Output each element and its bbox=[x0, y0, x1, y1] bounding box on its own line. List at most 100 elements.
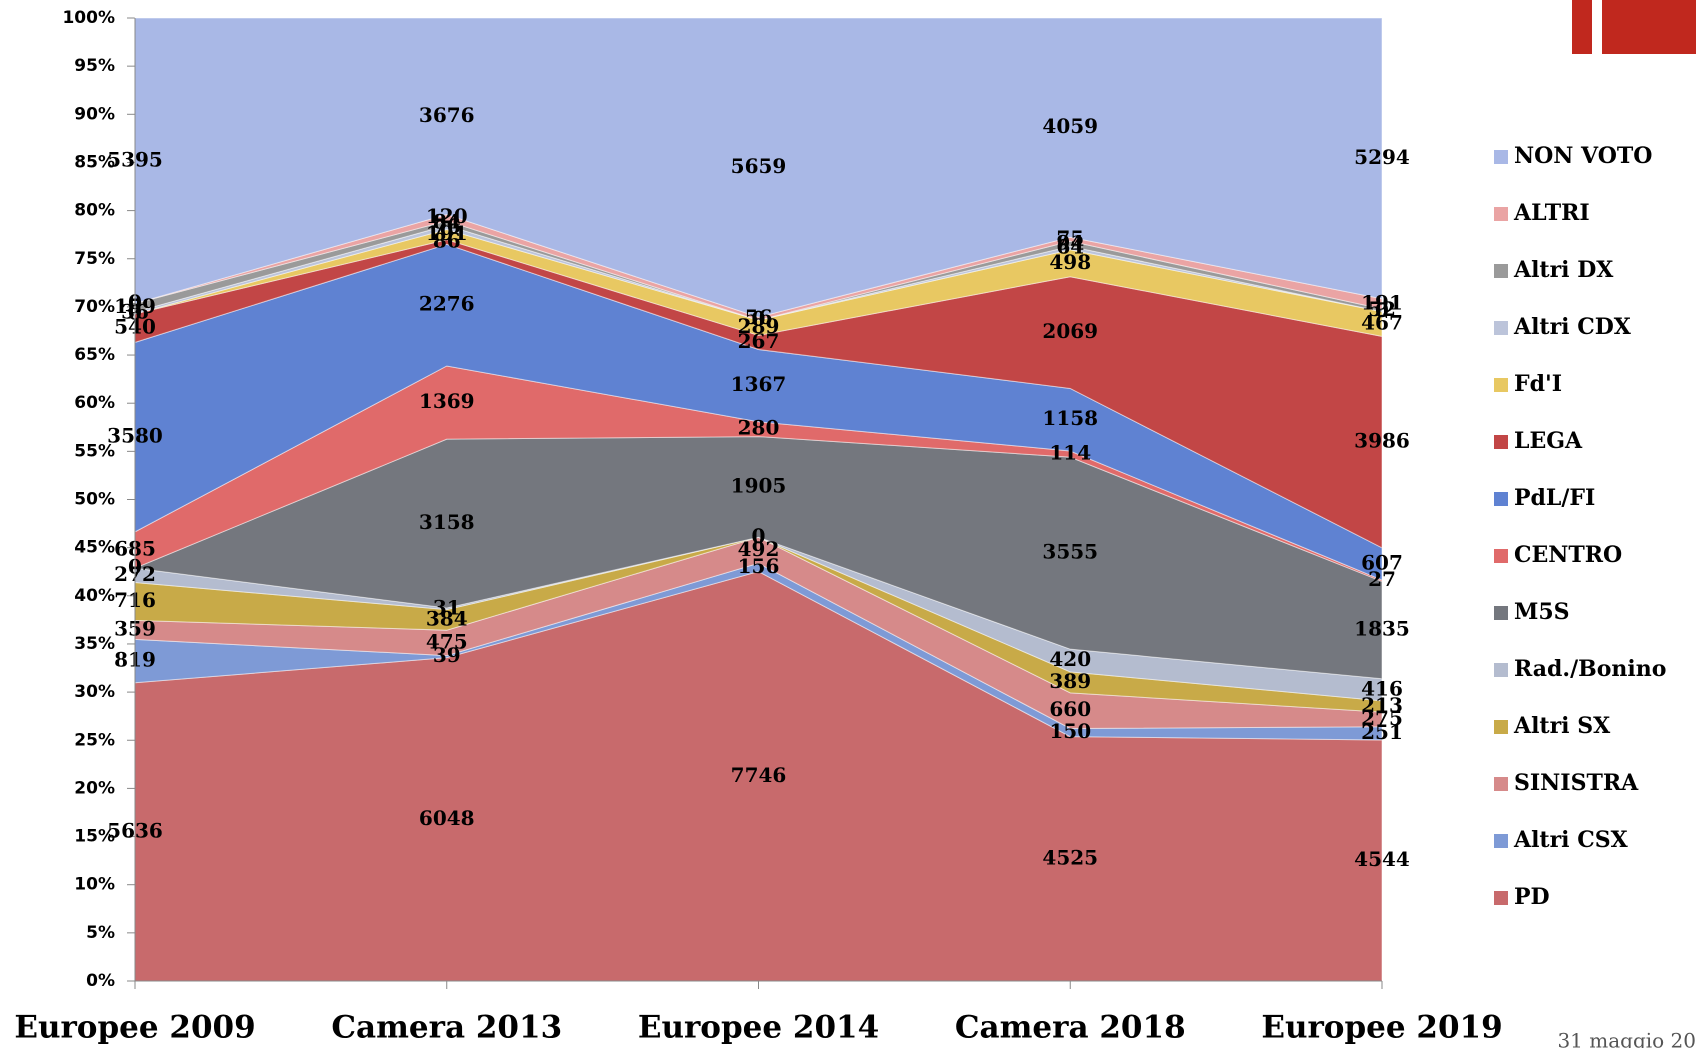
data-label: 5294 bbox=[1354, 145, 1410, 169]
data-label: 607 bbox=[1361, 550, 1403, 574]
data-label: 191 bbox=[426, 221, 468, 245]
data-label: 420 bbox=[1049, 647, 1091, 671]
data-label: 498 bbox=[1049, 250, 1091, 274]
y-tick-label: 40% bbox=[74, 586, 115, 606]
legend-swatch bbox=[1494, 834, 1508, 848]
data-label: 1369 bbox=[419, 389, 475, 413]
data-label: 475 bbox=[426, 629, 468, 653]
legend-label: Altri CDX bbox=[1513, 314, 1632, 340]
data-label: 86 bbox=[433, 229, 461, 253]
y-tick-label: 60% bbox=[74, 393, 115, 413]
legend-swatch bbox=[1494, 549, 1508, 563]
data-label: 3986 bbox=[1354, 429, 1410, 453]
y-tick-label: 70% bbox=[74, 297, 115, 317]
data-label: 75 bbox=[1056, 226, 1084, 250]
data-label: 389 bbox=[1049, 669, 1091, 693]
y-tick-label: 5% bbox=[86, 923, 115, 943]
legend-label: SINISTRA bbox=[1514, 770, 1639, 796]
legend-label: Rad./Bonino bbox=[1514, 656, 1666, 682]
data-label: 467 bbox=[1361, 311, 1403, 335]
data-label: 3158 bbox=[419, 510, 475, 534]
data-label: 213 bbox=[1361, 693, 1403, 717]
legend-label: ALTRI bbox=[1513, 200, 1590, 226]
y-tick-label: 95% bbox=[74, 56, 115, 76]
y-tick-label: 0% bbox=[86, 971, 115, 991]
data-label: 251 bbox=[1361, 720, 1403, 744]
area bbox=[134, 17, 1383, 318]
data-label: 150 bbox=[1049, 719, 1091, 743]
x-tick-label: Camera 2018 bbox=[955, 1010, 1186, 1046]
data-label: 5659 bbox=[731, 154, 787, 178]
legend-swatch bbox=[1494, 207, 1508, 221]
y-tick-label: 50% bbox=[74, 490, 115, 510]
data-label: 2069 bbox=[1042, 319, 1098, 343]
legend-label: PdL/FI bbox=[1514, 485, 1595, 511]
x-tick-label: Europee 2009 bbox=[14, 1010, 255, 1046]
legend-label: Altri SX bbox=[1513, 713, 1611, 739]
x-tick-label: Europee 2014 bbox=[638, 1010, 879, 1046]
legend-label: NON VOTO bbox=[1514, 143, 1652, 169]
legend-swatch bbox=[1494, 150, 1508, 164]
data-label: 0 bbox=[752, 307, 766, 331]
legend-swatch bbox=[1494, 663, 1508, 677]
y-tick-label: 90% bbox=[74, 104, 115, 124]
data-label: 64 bbox=[1056, 235, 1084, 259]
legend-swatch bbox=[1494, 378, 1508, 392]
y-tick-label: 20% bbox=[74, 778, 115, 798]
legend-label: PD bbox=[1514, 884, 1550, 910]
data-label: 6048 bbox=[419, 806, 475, 830]
data-label: 1158 bbox=[1042, 406, 1098, 430]
legend-label: M5S bbox=[1514, 599, 1570, 625]
data-label: 660 bbox=[1049, 697, 1091, 721]
data-label: 4544 bbox=[1354, 847, 1410, 871]
y-tick-label: 35% bbox=[74, 634, 115, 654]
legend-swatch bbox=[1494, 435, 1508, 449]
data-label: 492 bbox=[738, 537, 780, 561]
legend-label: Altri DX bbox=[1513, 257, 1614, 283]
data-label: 94 bbox=[1056, 230, 1084, 254]
legend-swatch bbox=[1494, 720, 1508, 734]
data-label: 1835 bbox=[1354, 617, 1410, 641]
data-label: 2276 bbox=[419, 292, 475, 316]
data-label: 114 bbox=[1049, 441, 1091, 465]
data-label: 84 bbox=[433, 210, 461, 234]
data-label: 56 bbox=[745, 305, 773, 329]
legend-swatch bbox=[1494, 492, 1508, 506]
y-tick-label: 65% bbox=[74, 345, 115, 365]
data-label: 289 bbox=[738, 314, 780, 338]
data-label: 52 bbox=[1368, 297, 1396, 321]
y-tick-label: 45% bbox=[74, 538, 115, 558]
y-tick-label: 100% bbox=[62, 8, 115, 28]
data-label: 156 bbox=[738, 554, 780, 578]
corner-block bbox=[1602, 0, 1696, 54]
legend-label: CENTRO bbox=[1514, 542, 1622, 568]
data-label: 416 bbox=[1361, 676, 1403, 700]
legend-label: LEGA bbox=[1514, 428, 1583, 454]
data-label: 1905 bbox=[731, 473, 787, 497]
data-label: 275 bbox=[1361, 706, 1403, 730]
legend-swatch bbox=[1494, 606, 1508, 620]
legend-label: Altri CSX bbox=[1513, 827, 1629, 853]
footer: 31 maggio 20 bbox=[1557, 1029, 1696, 1048]
legend-swatch bbox=[1494, 891, 1508, 905]
data-label: 0 bbox=[752, 307, 766, 331]
y-tick-label: 15% bbox=[74, 827, 115, 847]
y-tick-label: 30% bbox=[74, 682, 115, 702]
y-tick-label: 75% bbox=[74, 249, 115, 269]
x-tick-label: Camera 2013 bbox=[331, 1010, 562, 1046]
data-label: 0 bbox=[752, 524, 766, 548]
data-label: 280 bbox=[738, 416, 780, 440]
y-tick-label: 80% bbox=[74, 201, 115, 221]
legend-swatch bbox=[1494, 777, 1508, 791]
data-label: 120 bbox=[426, 204, 468, 228]
data-label: 267 bbox=[738, 329, 780, 353]
data-label: 39 bbox=[433, 643, 461, 667]
legend-swatch bbox=[1494, 264, 1508, 278]
data-label: 27 bbox=[1368, 567, 1396, 591]
corner-bar bbox=[1572, 0, 1592, 54]
data-label: 0 bbox=[752, 524, 766, 548]
data-label: 191 bbox=[1361, 290, 1403, 314]
data-label: 3676 bbox=[419, 103, 475, 127]
legend-label: Fd'I bbox=[1514, 371, 1562, 397]
